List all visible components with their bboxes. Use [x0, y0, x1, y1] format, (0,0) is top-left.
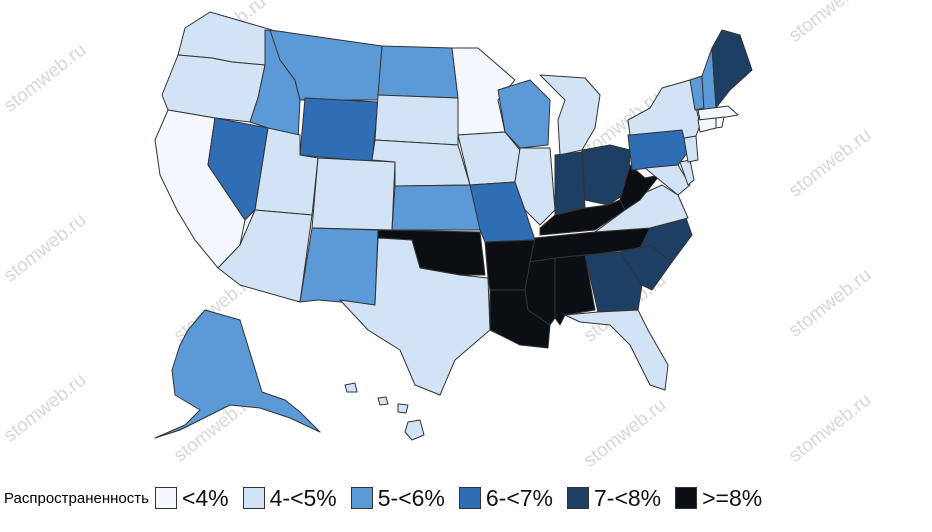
state-new-york[interactable] [627, 79, 701, 139]
legend-label: 6-<7% [485, 484, 553, 511]
state-rhode-island[interactable] [715, 116, 725, 129]
state-south-dakota[interactable] [374, 94, 459, 146]
legend-swatch [567, 487, 589, 509]
legend-item: 5-<6% [350, 484, 445, 512]
legend-label: 4-<5% [269, 484, 337, 511]
state-pennsylvania[interactable] [627, 129, 689, 171]
state-colorado[interactable] [311, 157, 396, 231]
state-new-mexico[interactable] [299, 227, 379, 306]
state-texas[interactable] [339, 237, 491, 396]
state-new-jersey[interactable] [683, 135, 699, 163]
legend-label: <4% [181, 484, 229, 511]
state-north-dakota[interactable] [377, 45, 459, 99]
state-hawaii[interactable] [344, 382, 425, 441]
state-minnesota[interactable] [451, 47, 516, 136]
state-georgia[interactable] [584, 251, 643, 313]
legend-item: 6-<7% [458, 484, 553, 512]
legend: Распространенность <4% 4-<5% 5-<6% 6-<7%… [4, 482, 776, 514]
legend-item: <4% [154, 484, 229, 512]
state-connecticut[interactable] [697, 117, 717, 133]
state-kansas[interactable] [391, 184, 481, 231]
us-states-map [154, 11, 753, 441]
state-alaska[interactable] [154, 309, 321, 439]
state-wisconsin[interactable] [497, 79, 551, 149]
legend-label: 5-<6% [377, 484, 445, 511]
legend-title: Распространенность [4, 489, 149, 507]
state-florida[interactable] [564, 309, 669, 391]
state-illinois[interactable] [514, 147, 556, 226]
state-indiana[interactable] [554, 151, 586, 216]
legend-item: 7-<8% [567, 485, 661, 512]
state-nevada[interactable] [207, 117, 269, 221]
state-wyoming[interactable] [299, 97, 379, 163]
legend-swatch [458, 487, 481, 509]
legend-swatch [350, 487, 373, 509]
state-massachusetts[interactable] [697, 105, 739, 121]
legend-item: 4-<5% [242, 484, 337, 512]
state-maryland[interactable] [644, 164, 691, 196]
legend-item: >=8% [675, 485, 762, 512]
state-maine[interactable] [711, 29, 753, 109]
legend-swatch [242, 487, 265, 509]
state-arizona[interactable] [217, 209, 313, 303]
state-delaware[interactable] [679, 159, 695, 186]
legend-label: >=8% [702, 484, 763, 511]
legend-swatch [154, 487, 177, 509]
legend-swatch [675, 487, 698, 509]
legend-label: 7-<8% [594, 484, 662, 511]
